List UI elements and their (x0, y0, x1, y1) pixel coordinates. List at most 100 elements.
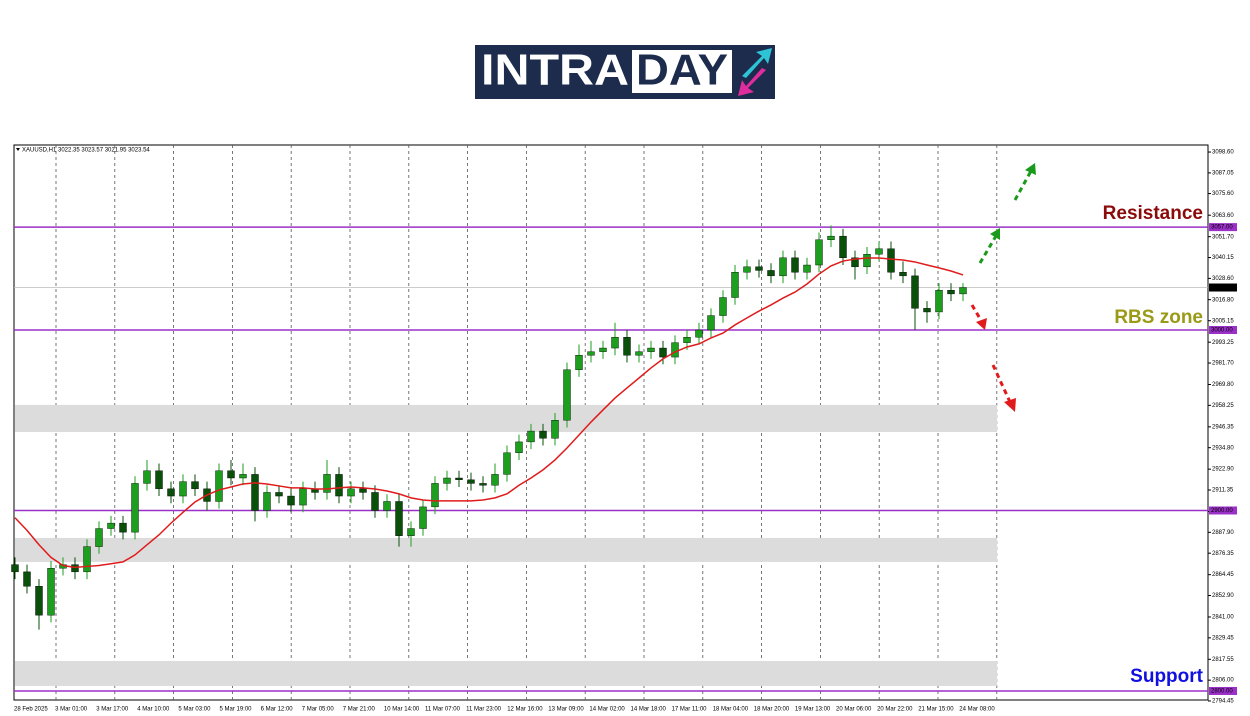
candle-body (839, 235, 847, 259)
candle-body (827, 235, 835, 240)
candle-body (791, 257, 799, 273)
y-tick-label: 2841.00 (1212, 615, 1234, 621)
candle-body (755, 266, 763, 271)
candle-body (47, 568, 55, 616)
candle-body (515, 441, 523, 453)
candle-body (71, 564, 79, 573)
y-tick-label: 2794.45 (1212, 699, 1234, 705)
x-tick-label: 14 Mar 18:00 (631, 707, 667, 713)
annotation: RBS zone (1114, 307, 1203, 328)
candle-body (95, 528, 103, 547)
candle-body (479, 483, 487, 486)
candle-body (767, 270, 775, 277)
candle-body (251, 474, 259, 511)
y-tick-label: 3028.60 (1212, 276, 1234, 282)
x-tick-label: 18 Mar 04:00 (713, 707, 749, 713)
candle-body (143, 470, 151, 484)
arrow (991, 364, 1012, 403)
candle-body (395, 501, 403, 536)
candle-body (83, 546, 91, 573)
moving-average (14, 257, 964, 569)
candle-body (719, 297, 727, 316)
x-tick-label: 5 Mar 19:00 (220, 707, 253, 713)
candle-body (683, 337, 691, 343)
candle-body (911, 275, 919, 309)
candle-body (239, 474, 247, 479)
zone (15, 537, 997, 562)
candle-body (935, 290, 943, 313)
candle-body (803, 264, 811, 273)
candle-body (779, 257, 787, 277)
arrowhead (976, 318, 987, 330)
candle-body (227, 470, 235, 479)
candle-body (851, 257, 859, 268)
y-tick-label: 3005.15 (1212, 318, 1234, 324)
x-tick-label: 11 Mar 07:00 (425, 707, 461, 713)
candle-body (671, 342, 679, 358)
candle-body (503, 452, 511, 475)
y-tick-label: 3063.60 (1212, 213, 1234, 219)
arrow (970, 304, 984, 323)
x-tick-label: 7 Mar 05:00 (302, 707, 335, 713)
level-label: 2800.00 (1211, 689, 1233, 695)
logo-arrow (742, 48, 772, 78)
candle-body (731, 272, 739, 298)
y-tick-label: 2934.80 (1212, 445, 1234, 451)
candle-body (371, 492, 379, 511)
candle-body (647, 347, 655, 352)
level-label: 3057.00 (1211, 225, 1233, 231)
candle-body (527, 430, 535, 443)
y-tick-label: 2829.45 (1212, 635, 1234, 641)
candle-body (263, 492, 271, 511)
candle-body (959, 287, 967, 295)
x-tick-label: 13 Mar 09:00 (548, 707, 584, 713)
x-tick-label: 6 Mar 12:00 (261, 707, 294, 713)
x-tick-label: 21 Mar 15:00 (918, 707, 954, 713)
level-tag (1209, 326, 1237, 334)
y-tick-label: 2864.45 (1212, 572, 1234, 578)
candle-body (359, 488, 367, 493)
arrow (978, 235, 998, 264)
y-tick-label: 3051.70 (1212, 234, 1234, 240)
candle-body (551, 420, 559, 439)
candle-body (419, 506, 427, 529)
logo-box (632, 50, 732, 93)
y-tick-label: 2981.70 (1212, 361, 1234, 367)
candle-body (191, 481, 199, 490)
candle-body (407, 528, 415, 536)
candle-body (707, 315, 715, 331)
arrowhead (1004, 398, 1016, 412)
candle-body (863, 253, 871, 268)
x-tick-label: 5 Mar 03:00 (178, 707, 211, 713)
logo-arrow (738, 68, 766, 96)
y-tick-label: 2887.90 (1212, 530, 1234, 536)
candle-body (179, 481, 187, 497)
logo-text: INTRA (481, 46, 629, 95)
x-tick-label: 20 Mar 22:00 (877, 707, 913, 713)
annotation: Resistance (1103, 203, 1203, 224)
candle-body (539, 430, 547, 439)
y-tick-label: 2969.80 (1212, 382, 1234, 388)
candle-body (947, 290, 955, 295)
level-tag (1209, 686, 1237, 695)
zone (15, 661, 997, 686)
candle-body (599, 347, 607, 352)
candle-body (119, 522, 127, 533)
y-tick-label: 3016.80 (1212, 297, 1234, 303)
x-tick-label: 17 Mar 11:00 (672, 707, 708, 713)
candle-body (23, 571, 31, 587)
candle-body (155, 470, 163, 490)
candle-body (131, 483, 139, 533)
x-tick-label: 7 Mar 21:00 (343, 707, 376, 713)
candle-body (563, 369, 571, 421)
candle-body (899, 272, 907, 277)
candle-body (659, 347, 667, 358)
logo: INTRA DAY (475, 45, 775, 99)
level-tag (1209, 223, 1237, 232)
level-tag (1209, 506, 1237, 515)
arrow (1013, 170, 1033, 201)
candle-body (215, 470, 223, 502)
symbol-info: XAUUSD,H1 3022.35 3023.57 3021.95 3023.5… (22, 148, 150, 154)
y-tick-label: 3040.15 (1212, 255, 1234, 261)
